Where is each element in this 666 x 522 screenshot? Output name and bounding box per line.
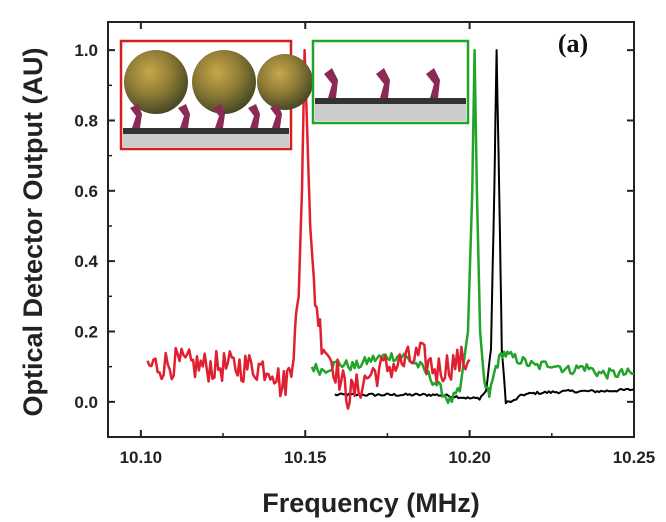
antibody-molecule	[213, 104, 225, 128]
series-line-0	[334, 49, 635, 405]
series-line-1	[310, 48, 635, 405]
antibody-molecule	[130, 104, 142, 128]
x-tick-label: 10.15	[284, 448, 327, 467]
antibody-molecule	[270, 104, 282, 128]
x-axis-ticks: 10.10 10.15 10.20 10.25	[120, 22, 656, 467]
inset-red-substrate-shadow	[123, 133, 289, 147]
inset-red-substrate	[123, 128, 289, 134]
panel-label: (a)	[558, 29, 588, 58]
x-tick-label: 10.25	[613, 448, 656, 467]
y-tick-label: 0.4	[74, 252, 98, 271]
y-axis-title: Optical Detector Output (AU)	[18, 48, 48, 417]
antibody-molecule	[178, 104, 190, 128]
inset-image-green	[311, 39, 470, 125]
nanoparticle	[192, 50, 256, 114]
inset-green-substrate	[315, 98, 466, 104]
y-tick-label: 0.2	[74, 322, 98, 341]
antibody-molecule	[248, 104, 260, 128]
series-layer	[146, 48, 635, 410]
antibody-molecule	[426, 68, 440, 98]
x-tick-label: 10.20	[448, 448, 491, 467]
antibody-molecule	[376, 68, 390, 98]
y-tick-label: 0.6	[74, 182, 98, 201]
series-line-2	[146, 48, 471, 410]
y-tick-label: 0.0	[74, 393, 98, 412]
plot-frame	[107, 21, 635, 438]
nanoparticle	[257, 54, 313, 110]
y-tick-label: 1.0	[74, 41, 98, 60]
x-axis-title: Frequency (MHz)	[262, 488, 480, 518]
antibody-molecule	[324, 68, 338, 98]
inset-green-substrate-shadow	[315, 103, 466, 121]
y-axis-ticks: 0.0 0.2 0.4 0.6 0.8 1.0	[74, 41, 634, 438]
nanoparticle	[124, 50, 188, 114]
y-tick-label: 0.8	[74, 111, 98, 130]
inset-image-red	[119, 39, 313, 151]
x-tick-label: 10.10	[120, 448, 163, 467]
